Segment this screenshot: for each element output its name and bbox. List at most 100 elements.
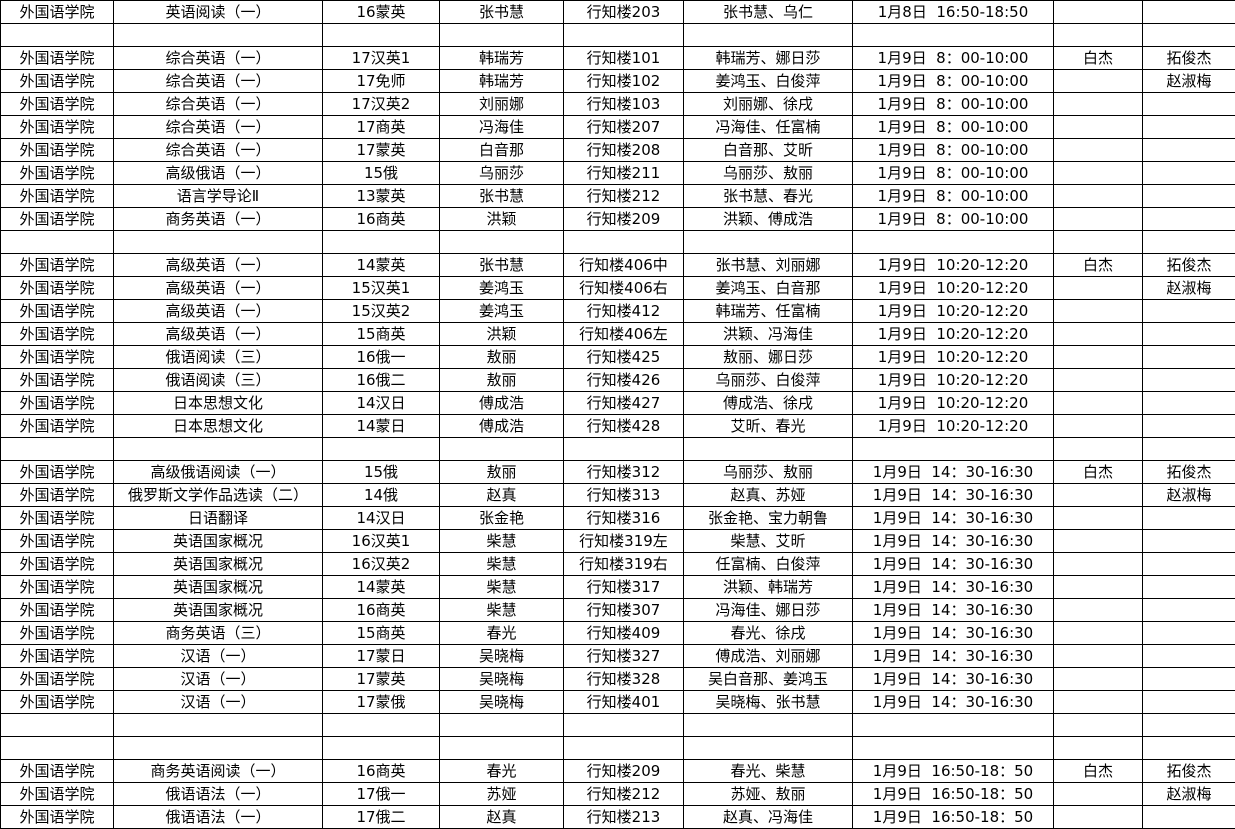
cell-department: 外国语学院 [1,116,114,139]
cell-department: 外国语学院 [1,346,114,369]
cell-course-name: 日本思想文化 [114,392,323,415]
cell-supervisor-1 [1054,139,1143,162]
cell-invigilators: 洪颖、冯海佳 [684,323,853,346]
cell-course-name: 高级英语（一） [114,277,323,300]
cell-department: 外国语学院 [1,507,114,530]
cell-class: 16商英 [323,599,440,622]
cell-supervisor-2 [1143,622,1235,645]
cell-course-name: 高级俄语阅读（一） [114,461,323,484]
cell-room: 行知楼313 [564,484,684,507]
cell-teacher: 刘丽娜 [440,93,564,116]
cell-datetime: 1月9日 16:50-18：50 [853,806,1054,829]
cell-class: 17俄二 [323,806,440,829]
cell-department: 外国语学院 [1,254,114,277]
cell-datetime: 1月9日 10:20-12:20 [853,346,1054,369]
cell-invigilators: 韩瑞芳、任富楠 [684,300,853,323]
cell-teacher: 白音那 [440,139,564,162]
cell-invigilators: 艾昕、春光 [684,415,853,438]
cell-class [323,438,440,461]
cell-class: 16俄二 [323,369,440,392]
cell-teacher: 张金艳 [440,507,564,530]
cell-course-name: 俄语阅读（三） [114,346,323,369]
cell-datetime: 1月9日 10:20-12:20 [853,323,1054,346]
cell-department [1,24,114,47]
cell-room [564,737,684,760]
cell-department: 外国语学院 [1,806,114,829]
cell-invigilators: 姜鸿玉、白俊萍 [684,70,853,93]
cell-invigilators: 赵真、冯海佳 [684,806,853,829]
cell-room [564,24,684,47]
cell-course-name: 俄语语法（一） [114,783,323,806]
cell-course-name [114,737,323,760]
cell-datetime: 1月9日 14：30-16:30 [853,484,1054,507]
cell-supervisor-1 [1054,668,1143,691]
cell-invigilators: 傅成浩、刘丽娜 [684,645,853,668]
cell-department: 外国语学院 [1,369,114,392]
cell-teacher: 敖丽 [440,461,564,484]
cell-supervisor-2: 赵淑梅 [1143,484,1235,507]
cell-datetime: 1月9日 8：00-10:00 [853,116,1054,139]
cell-invigilators: 张金艳、宝力朝鲁 [684,507,853,530]
cell-supervisor-2 [1143,737,1235,760]
cell-supervisor-1 [1054,737,1143,760]
cell-datetime: 1月9日 14：30-16:30 [853,645,1054,668]
cell-invigilators: 敖丽、娜日莎 [684,346,853,369]
cell-datetime: 1月9日 10:20-12:20 [853,277,1054,300]
cell-supervisor-1 [1054,599,1143,622]
separator-row [1,24,1235,47]
cell-department: 外国语学院 [1,599,114,622]
cell-room: 行知楼212 [564,783,684,806]
cell-class: 17俄一 [323,783,440,806]
cell-teacher: 敖丽 [440,346,564,369]
cell-class: 15俄 [323,162,440,185]
cell-room: 行知楼307 [564,599,684,622]
cell-supervisor-2: 赵淑梅 [1143,783,1235,806]
cell-teacher: 赵真 [440,484,564,507]
cell-invigilators: 赵真、苏娅 [684,484,853,507]
cell-teacher: 冯海佳 [440,116,564,139]
cell-teacher: 傅成浩 [440,392,564,415]
cell-supervisor-2: 拓俊杰 [1143,254,1235,277]
cell-room: 行知楼212 [564,185,684,208]
cell-supervisor-2 [1143,24,1235,47]
cell-teacher: 洪颖 [440,323,564,346]
cell-supervisor-1 [1054,116,1143,139]
cell-department: 外国语学院 [1,668,114,691]
cell-teacher: 韩瑞芳 [440,47,564,70]
cell-invigilators: 乌丽莎、白俊萍 [684,369,853,392]
cell-teacher: 姜鸿玉 [440,300,564,323]
cell-department: 外国语学院 [1,47,114,70]
cell-supervisor-2: 拓俊杰 [1143,461,1235,484]
cell-room: 行知楼209 [564,208,684,231]
cell-course-name: 英语国家概况 [114,530,323,553]
cell-class: 15俄 [323,461,440,484]
cell-course-name: 综合英语（一） [114,116,323,139]
cell-room: 行知楼103 [564,93,684,116]
cell-datetime: 1月9日 10:20-12:20 [853,300,1054,323]
cell-course-name: 俄语阅读（三） [114,369,323,392]
cell-course-name: 综合英语（一） [114,70,323,93]
cell-class: 17商英 [323,116,440,139]
cell-teacher: 张书慧 [440,254,564,277]
cell-class: 16汉英1 [323,530,440,553]
cell-supervisor-2 [1143,645,1235,668]
cell-supervisor-1 [1054,622,1143,645]
cell-supervisor-2 [1143,139,1235,162]
cell-supervisor-2 [1143,806,1235,829]
cell-datetime [853,438,1054,461]
cell-invigilators: 张书慧、刘丽娜 [684,254,853,277]
cell-supervisor-2 [1143,576,1235,599]
cell-class: 15商英 [323,323,440,346]
cell-room: 行知楼412 [564,300,684,323]
cell-room: 行知楼208 [564,139,684,162]
cell-supervisor-2 [1143,415,1235,438]
cell-supervisor-2 [1143,714,1235,737]
